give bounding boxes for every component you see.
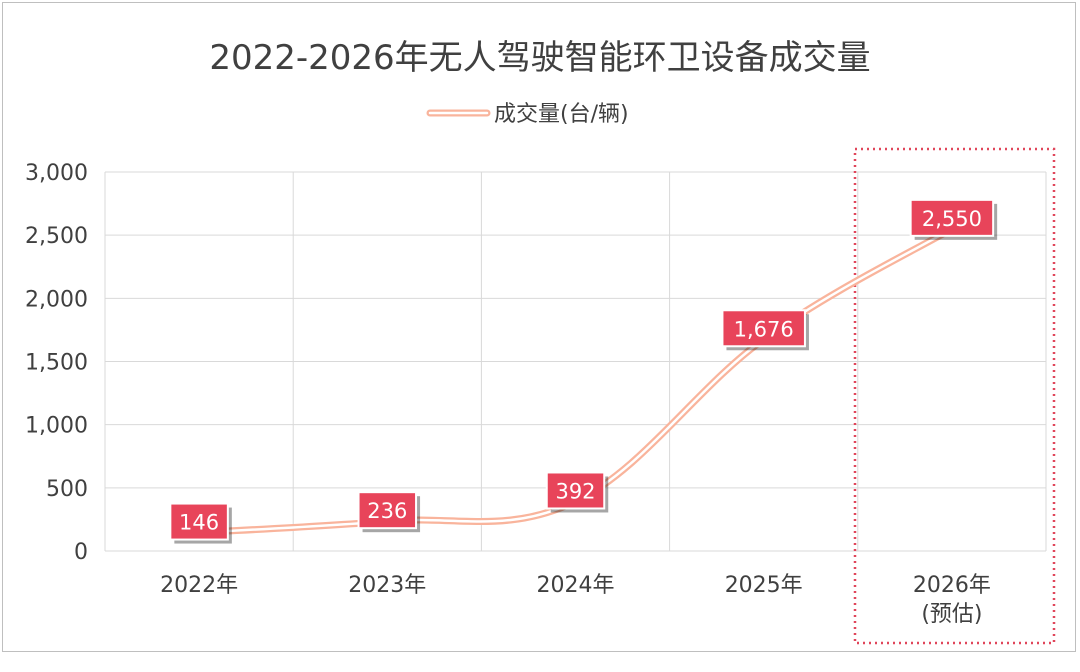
x-tick-label-line: 2023年 [348,573,426,598]
data-label: 1,676 [721,309,809,351]
x-axis-ticks: 2022年 2023年 2024年 2025年 2026年 (预估) [160,573,991,627]
y-tick-label: 0 [74,540,88,565]
x-tick-label-line: 2025年 [725,573,803,598]
x-tick-label-line: 2022年 [160,573,238,598]
data-label-text: 236 [367,499,407,523]
x-tick-label: 2023年 [348,573,426,598]
legend-label: 成交量(台/辆) [494,102,629,127]
data-label-text: 2,550 [922,207,982,231]
y-tick-label: 1,500 [25,351,88,376]
y-tick-label: 3,000 [25,161,88,186]
data-label-box [357,491,418,530]
chart-frame [2,2,1076,652]
y-tick-label: 2,500 [25,224,88,249]
data-label-text: 392 [555,479,595,503]
x-tick-label: 2022年 [160,573,238,598]
data-label-box [721,309,806,348]
y-axis-ticks: 0 500 1,000 1,500 2,000 2,500 3,000 [25,161,88,565]
forecast-highlight-box [853,147,1056,645]
data-label: 392 [545,471,609,513]
data-label: 236 [357,491,421,533]
data-label-box [169,502,229,541]
legend: 成交量(台/辆) [426,102,629,127]
x-tick-label: 2025年 [725,573,803,598]
x-tick-label-line: (预估) [921,602,982,627]
x-tick-label-line: 2026年 [913,573,991,598]
data-label: 2,550 [909,198,998,240]
data-label-layer: 146 236 392 1,676 2,550 [169,198,998,544]
x-tick-label: 2024年 [537,573,615,598]
data-label-text: 1,676 [734,317,794,341]
y-tick-label: 500 [46,477,88,502]
data-label-box [545,471,606,510]
chart-title: 2022-2026年无人驾驶智能环卫设备成交量 [209,38,871,78]
data-label: 146 [169,502,232,544]
data-label-box [909,198,995,237]
x-tick-label-line: 2024年 [537,573,615,598]
y-tick-label: 2,000 [25,287,88,312]
grid-layer [104,171,1047,552]
data-label-text: 146 [179,511,219,535]
y-tick-label: 1,000 [25,414,88,439]
x-tick-label: 2026年 (预估) [913,573,991,627]
